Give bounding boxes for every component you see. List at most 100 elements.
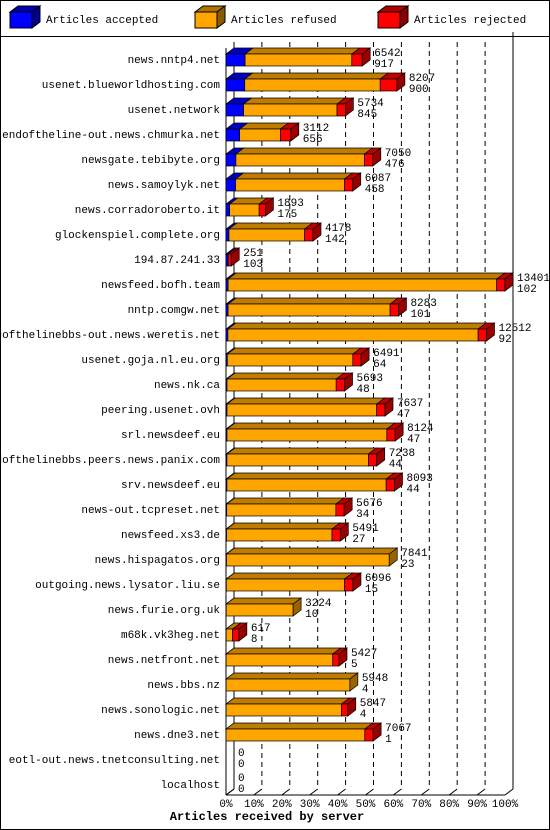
legend-label: Articles accepted <box>46 15 158 27</box>
bar-side <box>265 197 274 217</box>
bar-side <box>338 647 348 667</box>
bar <box>225 103 244 117</box>
bar-side <box>290 122 300 142</box>
bar-side <box>384 397 394 417</box>
x-tick <box>448 788 458 796</box>
value-label: 5676 <box>356 498 382 510</box>
bar-top <box>225 597 303 605</box>
legend-swatch <box>377 11 401 29</box>
value-label: 7238 <box>389 448 415 460</box>
bar <box>244 78 381 92</box>
bar-side <box>352 172 362 192</box>
bar-top <box>227 297 400 305</box>
value-label: 6542 <box>374 48 400 60</box>
bar <box>225 203 230 217</box>
y-tick-label: usenet.goja.nl.eu.org <box>81 355 220 367</box>
bar <box>364 728 374 742</box>
bar-side <box>394 422 404 442</box>
bar <box>225 53 246 67</box>
bar-side <box>352 572 362 592</box>
y-tick-label: eotl-out.news.tnetconsulting.net <box>9 755 220 767</box>
bar <box>225 603 294 617</box>
bar <box>225 728 366 742</box>
value-label: 8 <box>251 634 258 646</box>
bar-side <box>376 447 386 467</box>
bar <box>226 553 390 567</box>
bar-top <box>227 222 314 230</box>
value-label: 5491 <box>352 523 379 535</box>
bar-side <box>396 72 406 92</box>
y-tick-label: news.sonologic.net <box>101 705 220 717</box>
value-label: 64 <box>373 359 387 371</box>
x-tick <box>393 788 402 796</box>
x-tick <box>309 788 319 796</box>
value-label: 5948 <box>362 673 388 685</box>
bar <box>341 703 349 717</box>
y-tick-label: srl.newsdeef.eu <box>121 430 220 442</box>
bar-top <box>225 697 351 705</box>
bar <box>344 178 354 192</box>
value-label: 6491 <box>373 348 400 360</box>
bar-top <box>225 547 399 555</box>
value-label: 251 <box>243 248 263 260</box>
bar-side <box>339 522 349 542</box>
value-label: 3224 <box>305 598 332 610</box>
y-tick-label: endofthelinebbs.peers.news.panix.com <box>0 455 220 467</box>
bar-top <box>234 172 354 180</box>
bar <box>225 678 351 692</box>
value-label: 917 <box>374 59 394 71</box>
legend-swatch <box>9 11 33 29</box>
value-label: 5693 <box>357 373 383 385</box>
bar <box>226 353 354 367</box>
value-label: 34 <box>356 509 370 521</box>
bar-side <box>347 697 357 717</box>
x-tick-label: 100% <box>492 799 519 811</box>
bar <box>227 253 232 267</box>
value-label: 8124 <box>407 423 434 435</box>
bar-side <box>349 672 359 692</box>
bar-side <box>343 497 353 517</box>
bar <box>280 128 292 142</box>
value-label: 5427 <box>351 648 377 660</box>
y-tick-label: news-out.tcpreset.net <box>81 505 220 517</box>
bar-top <box>225 447 378 455</box>
y-tick-label: newsfeed.bofh.team <box>101 280 220 292</box>
legend-label: Articles refused <box>231 15 337 27</box>
bar <box>225 178 236 192</box>
bar-side <box>292 597 302 617</box>
bar <box>376 403 386 417</box>
bar <box>386 428 396 442</box>
bar-top <box>225 422 396 430</box>
bar <box>344 578 354 592</box>
x-tick-label: 80% <box>439 799 459 811</box>
value-label: 92 <box>498 334 511 346</box>
y-tick-label: 194.87.241.33 <box>134 255 220 267</box>
bar <box>226 528 333 542</box>
value-label: 10 <box>305 609 318 621</box>
bar <box>389 303 399 317</box>
y-tick-label: localhost <box>161 780 220 792</box>
bar <box>225 578 345 592</box>
value-label: 12512 <box>498 323 531 335</box>
bar <box>352 353 362 367</box>
bar-side <box>312 222 322 242</box>
x-tick-label: 50% <box>356 799 376 811</box>
bar <box>336 103 346 117</box>
value-label: 0 <box>238 784 245 796</box>
value-label: 6096 <box>365 573 391 585</box>
value-label: 47 <box>397 409 410 421</box>
x-tick <box>504 788 514 796</box>
bar <box>225 703 342 717</box>
x-tick <box>337 788 346 796</box>
bar <box>232 628 240 642</box>
value-label: 23 <box>401 559 414 571</box>
bar-top <box>242 97 347 105</box>
x-tick <box>225 788 235 796</box>
bar <box>368 453 378 467</box>
bar-side <box>345 97 354 117</box>
y-tick-label: news.bbs.nz <box>147 680 220 692</box>
value-label: 0 <box>238 773 245 785</box>
bar <box>235 178 345 192</box>
value-label: 5734 <box>357 98 384 110</box>
